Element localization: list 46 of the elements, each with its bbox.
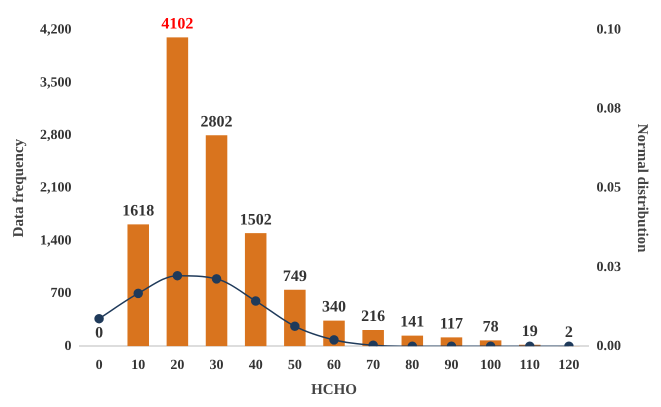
y-tick-label: 4,200 bbox=[40, 22, 72, 38]
x-tick-label: 0 bbox=[96, 358, 103, 374]
data-label: 2802 bbox=[200, 113, 233, 130]
y-axis-title: Data frequency bbox=[10, 138, 27, 238]
data-label: 2 bbox=[564, 324, 573, 342]
y-tick-label: 2,100 bbox=[40, 180, 72, 196]
y-tick-label: 3,500 bbox=[40, 75, 72, 90]
x-tick-label: 90 bbox=[444, 358, 458, 374]
x-tick-label: 10 bbox=[131, 358, 146, 374]
bar bbox=[244, 233, 266, 346]
x-tick-label: 100 bbox=[480, 358, 502, 374]
data-label: 4102 bbox=[161, 16, 194, 33]
data-label: 0 bbox=[95, 324, 104, 342]
bar bbox=[166, 37, 188, 346]
y2-tick-label: 0.03 bbox=[596, 260, 621, 275]
data-label: 19 bbox=[522, 322, 538, 340]
bar bbox=[206, 135, 228, 346]
x-tick-label: 60 bbox=[327, 358, 341, 374]
data-label: 117 bbox=[440, 316, 464, 333]
y2-tick-label: 0.05 bbox=[596, 180, 621, 196]
y2-axis-title: Normal distribution bbox=[634, 124, 650, 254]
y-tick-label: 700 bbox=[50, 286, 72, 302]
y-tick-label: 0 bbox=[64, 338, 72, 354]
x-tick-label: 110 bbox=[520, 358, 540, 374]
x-tick-label: 50 bbox=[288, 358, 302, 374]
y2-tick-label: 0.00 bbox=[596, 338, 621, 354]
data-label: 78 bbox=[482, 318, 499, 336]
bar bbox=[284, 290, 306, 346]
data-label: 141 bbox=[400, 314, 424, 331]
x-axis-title: HCHO bbox=[311, 382, 357, 398]
x-tick-label: 120 bbox=[558, 358, 580, 374]
bar bbox=[127, 224, 149, 346]
x-tick-label: 20 bbox=[170, 358, 184, 374]
y-tick-label: 2,800 bbox=[40, 128, 72, 144]
y2-tick-label: 0.10 bbox=[596, 22, 621, 38]
y2-tick-label: 0.08 bbox=[596, 102, 621, 117]
data-label: 1618 bbox=[122, 202, 154, 220]
x-tick-label: 30 bbox=[210, 358, 224, 374]
data-label: 216 bbox=[361, 308, 386, 326]
data-label: 340 bbox=[322, 298, 346, 316]
data-label: 749 bbox=[282, 268, 307, 285]
x-tick-label: 40 bbox=[248, 358, 263, 374]
data-label: 1502 bbox=[240, 211, 272, 228]
x-tick-label: 80 bbox=[405, 358, 420, 374]
x-tick-label: 70 bbox=[366, 358, 380, 374]
y-tick-label: 1,400 bbox=[40, 233, 72, 248]
